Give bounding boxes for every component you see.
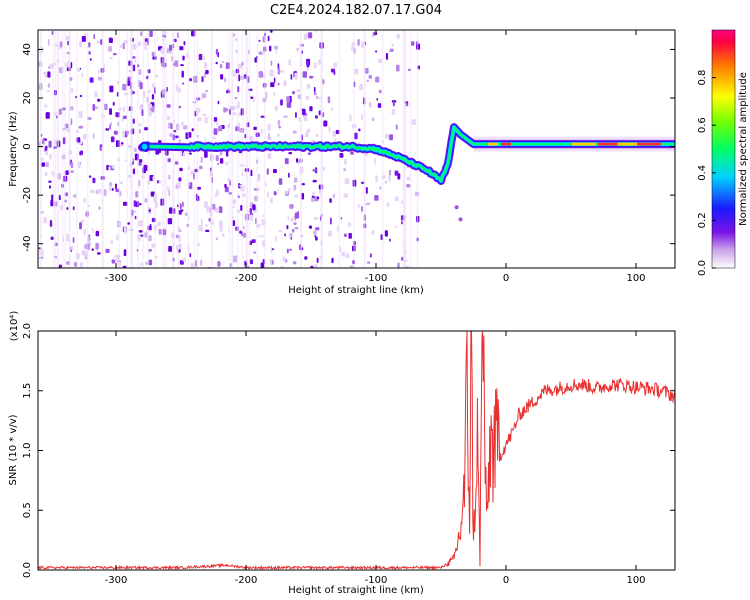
snr-xlabel: Height of straight line (km): [288, 585, 424, 596]
snr-ticks: -300 -200 -100 0 100 0.0 0.5 1.0 1.5 2.0: [22, 323, 675, 586]
spectrogram-ylabel: Frequency (Hz): [8, 111, 19, 187]
figure-title: C2E4.2024.182.07.17.G04: [270, 3, 442, 18]
spectrogram-xtick-label: 100: [626, 273, 645, 284]
snr-ytick-label: 0.5: [22, 502, 33, 518]
spectrogram-xtick-label: 0: [503, 273, 509, 284]
colorbar-tick-label: 0.4: [697, 165, 708, 181]
spectrogram-ytick-label: -40: [22, 236, 33, 252]
snr-frame: [37, 330, 676, 571]
spectrogram-xtick-label: -300: [105, 273, 128, 284]
snr-multiplier: (x10⁴): [9, 311, 20, 342]
snr-ytick-label: 1.5: [22, 383, 33, 399]
snr-xtick-label: -100: [365, 575, 388, 586]
spectrogram-ytick-label: 40: [22, 43, 33, 56]
snr-xtick-label: 100: [626, 575, 645, 586]
snr-xtick-label: -300: [105, 575, 128, 586]
snr-xtick-label: 0: [503, 575, 509, 586]
snr-ytick-label: 2.0: [22, 323, 33, 339]
spectrogram-trace: [138, 123, 675, 222]
colorbar-tick-label: 0.0: [697, 260, 708, 276]
snr-ytick-label: 1.0: [22, 443, 33, 459]
colorbar-tick-label: 0.6: [697, 117, 708, 133]
colorbar-gradient: [711, 29, 736, 269]
spectrogram-frame: [37, 29, 676, 269]
spectrogram-ytick-label: 20: [22, 92, 33, 105]
spectrogram-xtick-label: -200: [235, 273, 258, 284]
snr-panel: -300 -200 -100 0 100 0.0 0.5 1.0 1.5 2.0 Height o…: [8, 311, 676, 596]
snr-series-line: [38, 331, 675, 570]
spectrogram-xlabel: Height of straight line (km): [288, 285, 424, 296]
spectrogram-xtick-label: -100: [365, 273, 388, 284]
colorbar-tick-label: 0.8: [697, 70, 708, 86]
colorbar-tick-label: 0.2: [697, 212, 708, 228]
spectrogram-ytick-label: 0: [22, 143, 33, 149]
spectrogram-image: [38, 30, 675, 268]
snr-ylabel: SNR (10 * v/v): [8, 414, 19, 485]
colorbar: 0.0 0.2 0.4 0.6 0.8 Normalized spectral ampl…: [697, 29, 749, 276]
spectrogram-ytick-label: -20: [22, 187, 33, 203]
colorbar-label: Normalized spectral amplitude: [738, 72, 749, 226]
colorbar-ticks: 0.0 0.2 0.4 0.6 0.8: [697, 70, 716, 276]
snr-ytick-label: 0.0: [22, 562, 33, 578]
snr-xtick-label: -200: [235, 575, 258, 586]
